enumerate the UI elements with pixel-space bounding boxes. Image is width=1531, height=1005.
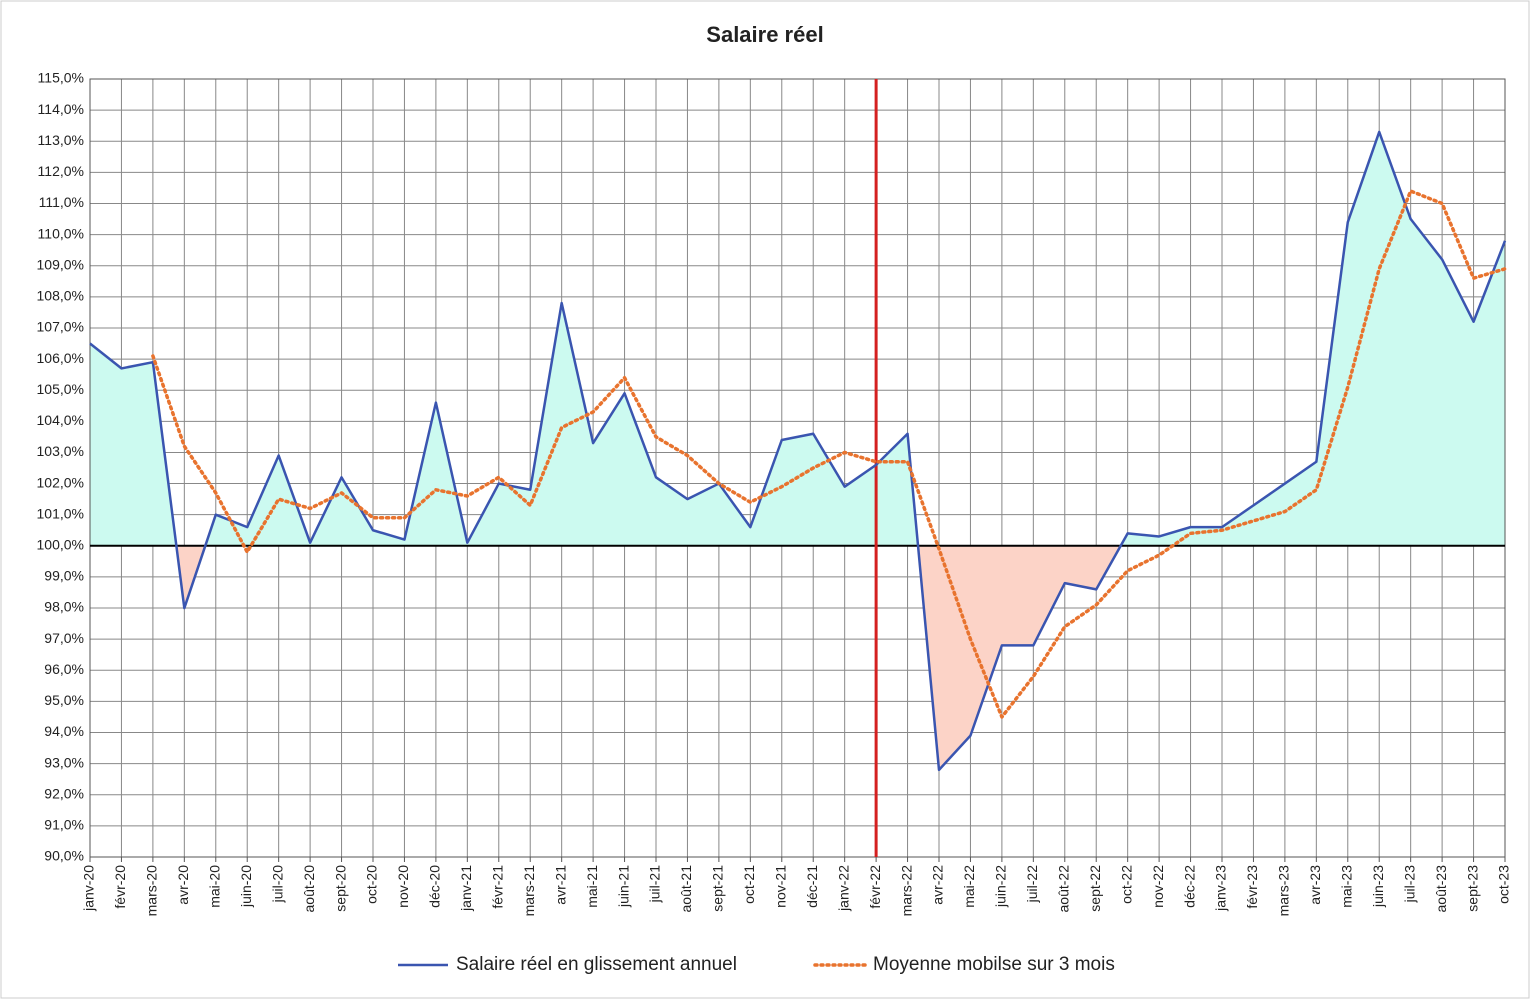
y-tick-label: 109,0%	[37, 256, 84, 272]
x-tick-label: mai-23	[1338, 865, 1354, 908]
x-tick-label: févr-20	[112, 865, 128, 909]
x-tick-label: févr-23	[1244, 865, 1260, 909]
y-tick-label: 115,0%	[38, 70, 84, 86]
y-tick-label: 97,0%	[44, 630, 84, 646]
y-tick-label: 110,0%	[38, 225, 84, 241]
x-tick-label: juil-23	[1401, 865, 1417, 904]
x-tick-label: janv-23	[1213, 865, 1229, 912]
x-tick-label: août-21	[678, 865, 694, 913]
x-tick-label: févr-21	[489, 865, 505, 909]
y-tick-label: 104,0%	[37, 412, 84, 428]
x-tick-label: avr-21	[552, 865, 568, 905]
x-tick-label: nov-22	[1150, 865, 1166, 908]
x-tick-label: oct-23	[1496, 865, 1512, 904]
x-tick-label: mars-21	[521, 865, 537, 917]
y-tick-label: 102,0%	[37, 474, 84, 490]
x-tick-label: juil-20	[269, 865, 285, 904]
y-tick-label: 95,0%	[44, 692, 84, 708]
y-tick-label: 103,0%	[37, 443, 84, 459]
x-tick-label: nov-20	[395, 865, 411, 908]
x-tick-label: sept-23	[1464, 865, 1480, 912]
y-tick-label: 113,0%	[38, 132, 84, 148]
y-tick-label: 111,0%	[39, 194, 84, 210]
x-tick-label: juin-23	[1370, 865, 1386, 908]
x-tick-label: avr-20	[175, 865, 191, 905]
x-tick-label: août-22	[1055, 865, 1071, 913]
y-tick-label: 98,0%	[44, 599, 84, 615]
x-tick-label: juin-21	[615, 865, 631, 908]
x-tick-label: avr-22	[930, 865, 946, 905]
x-tick-label: sept-22	[1087, 865, 1103, 912]
x-tick-label: mars-20	[144, 865, 160, 917]
x-tick-label: déc-20	[427, 865, 443, 908]
x-tick-label: sept-21	[710, 865, 726, 912]
legend-label: Moyenne mobilse sur 3 mois	[873, 954, 1115, 975]
x-tick-label: févr-22	[867, 865, 883, 909]
x-tick-label: mai-21	[584, 865, 600, 908]
y-tick-label: 114,0%	[38, 101, 84, 117]
y-tick-label: 96,0%	[44, 661, 84, 677]
y-tick-label: 90,0%	[44, 848, 84, 864]
x-tick-label: mars-22	[898, 865, 914, 917]
x-tick-label: janv-22	[835, 865, 851, 912]
y-tick-label: 92,0%	[44, 785, 84, 801]
x-tick-label: déc-22	[1181, 865, 1197, 908]
y-tick-label: 112,0%	[38, 163, 84, 179]
x-tick-label: juil-21	[647, 865, 663, 904]
y-tick-label: 106,0%	[37, 350, 84, 366]
x-tick-label: oct-22	[1118, 865, 1134, 904]
x-tick-label: juil-22	[1024, 865, 1040, 904]
chart-title: Salaire réel	[706, 22, 823, 47]
y-tick-label: 93,0%	[44, 754, 84, 770]
x-tick-label: août-23	[1433, 865, 1449, 913]
x-tick-label: août-20	[301, 865, 317, 913]
x-tick-label: juin-20	[238, 865, 254, 908]
x-tick-label: mai-22	[961, 865, 977, 908]
y-tick-label: 91,0%	[44, 817, 84, 833]
x-tick-label: mars-23	[1276, 865, 1292, 917]
x-tick-label: juin-22	[993, 865, 1009, 908]
y-tick-label: 105,0%	[37, 381, 84, 397]
x-tick-label: janv-20	[81, 865, 97, 912]
series-line	[151, 189, 1507, 719]
legend-label: Salaire réel en glissement annuel	[456, 954, 737, 975]
x-tick-label: janv-21	[458, 865, 474, 912]
y-tick-label: 101,0%	[37, 505, 84, 521]
x-tick-label: nov-21	[772, 865, 788, 908]
x-tick-label: oct-21	[741, 865, 757, 904]
series-line	[89, 130, 1507, 772]
y-tick-label: 94,0%	[44, 723, 84, 739]
x-tick-label: sept-20	[332, 865, 348, 912]
x-tick-label: oct-20	[364, 865, 380, 904]
x-tick-label: avr-23	[1307, 865, 1323, 905]
y-tick-label: 99,0%	[44, 568, 84, 584]
y-tick-label: 107,0%	[37, 319, 84, 335]
y-tick-label: 108,0%	[37, 288, 84, 304]
x-tick-label: déc-21	[804, 865, 820, 908]
plot-border	[89, 78, 1506, 858]
x-tick-label: mai-20	[206, 865, 222, 908]
y-tick-label: 100,0%	[37, 537, 84, 553]
